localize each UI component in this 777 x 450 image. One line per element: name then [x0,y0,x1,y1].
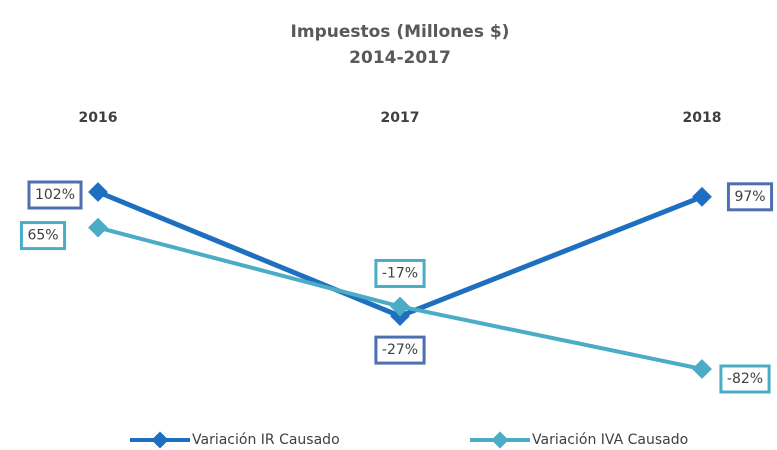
marker [692,359,712,379]
data-label-group: -17% [374,258,426,288]
data-label: -82% [727,371,763,387]
data-label: -27% [382,342,418,358]
legend-marker [491,431,509,449]
category-label: 2016 [79,110,118,126]
data-label: -17% [382,265,418,281]
data-label-group: 97% [726,182,774,212]
legend-marker [151,431,169,449]
data-label-group: 65% [19,221,67,251]
legend-label: Variación IR Causado [192,432,340,448]
data-label-group: -82% [719,364,771,394]
legend-label: Variación IVA Causado [532,432,688,448]
marker [88,182,108,202]
marker [692,186,712,207]
data-label-box [374,258,426,288]
data-label-box [19,221,67,251]
data-label-box [719,364,771,394]
data-label: 97% [734,189,765,205]
chart-subtitle: 2014-2017 [349,48,451,68]
data-label-box [726,182,774,212]
data-label: 65% [27,228,58,244]
data-label-group: 102% [27,180,83,210]
data-label-box [374,335,426,365]
category-label: 2018 [683,110,722,126]
data-label-group: -27% [374,335,426,365]
marker [88,217,108,238]
chart-title: Impuestos (Millones $) [291,22,510,42]
marker [390,296,410,317]
data-label: 102% [35,187,75,203]
category-label: 2017 [381,110,420,126]
data-label-box [27,180,83,210]
